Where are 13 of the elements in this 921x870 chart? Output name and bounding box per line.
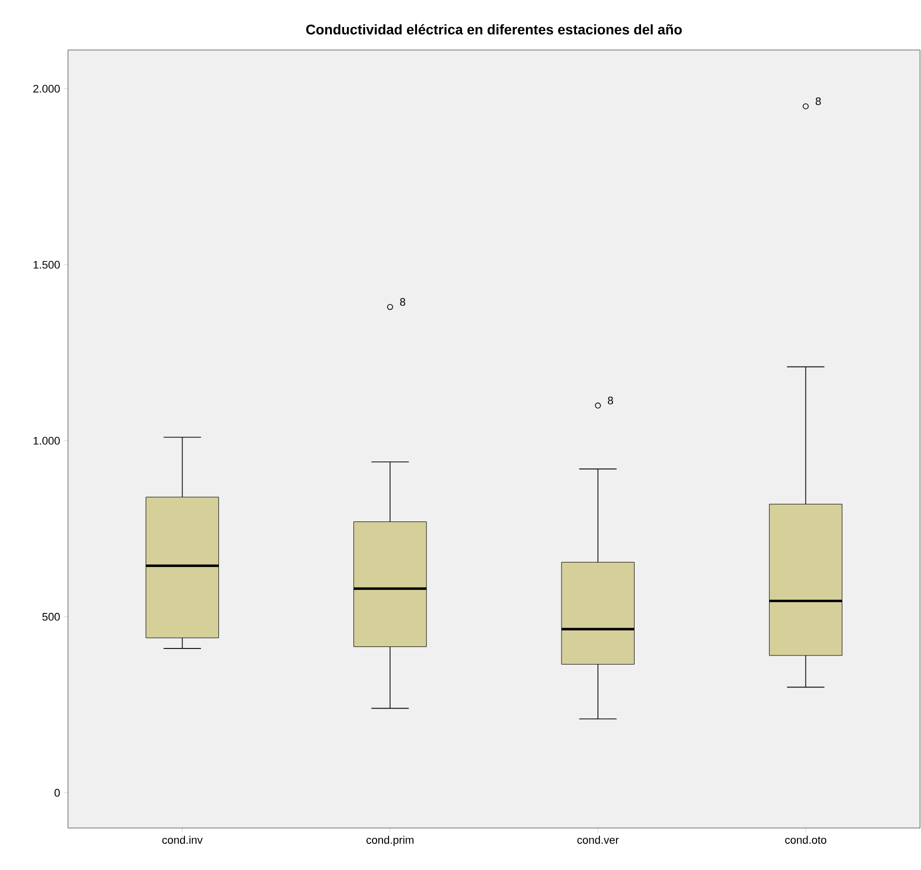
annotation: 8 xyxy=(816,97,821,106)
x-tick-label: cond.inv xyxy=(162,836,203,844)
x-tick-label: cond.oto xyxy=(785,836,826,844)
y-tick-label: 2.000 xyxy=(33,84,60,93)
x-tick-label: cond.prim xyxy=(366,836,414,846)
y-tick-label: 0 xyxy=(54,788,60,797)
y-tick-label: 1.500 xyxy=(34,260,60,269)
x-tick-label: cond.ver xyxy=(577,836,619,844)
y-tick-label: 1.000 xyxy=(34,436,60,445)
y-tick-label: 500 xyxy=(42,612,60,621)
chart-title: Conductividad eléctrica en diferentes estaciones del año xyxy=(306,24,682,34)
annotation: 8 xyxy=(400,298,406,306)
annotation: 8 xyxy=(608,396,614,404)
